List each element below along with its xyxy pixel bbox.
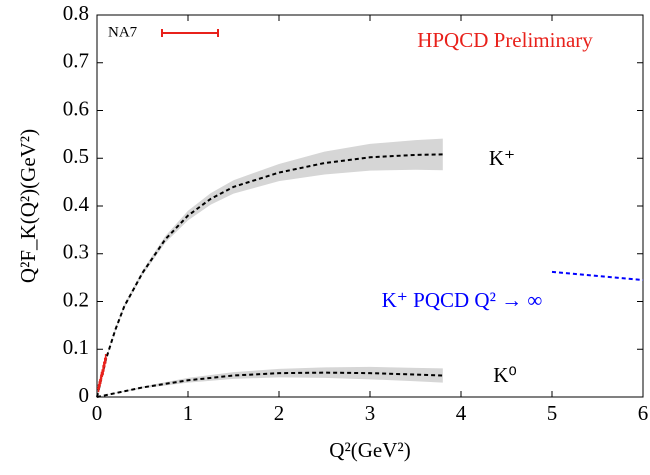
series-line bbox=[96, 153, 443, 398]
y-tick-label: 0.3 bbox=[63, 240, 89, 264]
y-tick-label: 0.1 bbox=[63, 335, 89, 359]
legend-label: NA7 bbox=[108, 24, 138, 40]
legend-symbol bbox=[161, 29, 219, 37]
y-tick-label: 0.8 bbox=[63, 1, 89, 25]
x-tick-label: 4 bbox=[456, 401, 467, 425]
y-tick-label: 0.6 bbox=[63, 96, 89, 120]
series-label: K⁺ bbox=[489, 146, 515, 170]
series-label: K⁺ PQCD Q² → ∞ bbox=[382, 288, 543, 312]
chart-title: HPQCD Preliminary bbox=[417, 28, 593, 52]
y-axis-label: Q²F_K(Q²)(GeV²) bbox=[16, 129, 40, 283]
y-tick-label: 0.2 bbox=[63, 287, 89, 311]
y-tick-label: 0 bbox=[79, 383, 90, 407]
x-tick-label: 1 bbox=[183, 401, 194, 425]
plot-frame bbox=[96, 14, 644, 398]
y-tick-label: 0.4 bbox=[63, 192, 90, 216]
series-line bbox=[96, 371, 443, 398]
x-tick-label: 0 bbox=[92, 401, 103, 425]
x-tick-label: 3 bbox=[365, 401, 376, 425]
data-point bbox=[99, 378, 103, 382]
y-tick-label: 0.7 bbox=[63, 49, 89, 73]
series-line bbox=[551, 270, 644, 282]
x-tick-label: 2 bbox=[274, 401, 285, 425]
x-tick-label: 6 bbox=[638, 401, 649, 425]
error-band bbox=[97, 366, 443, 397]
data-point bbox=[104, 357, 108, 361]
series-label: K⁰ bbox=[493, 363, 517, 387]
x-tick-label: 5 bbox=[547, 401, 558, 425]
x-axis-label: Q²(GeV²) bbox=[329, 438, 410, 462]
error-band bbox=[97, 138, 443, 398]
y-tick-label: 0.5 bbox=[63, 144, 89, 168]
